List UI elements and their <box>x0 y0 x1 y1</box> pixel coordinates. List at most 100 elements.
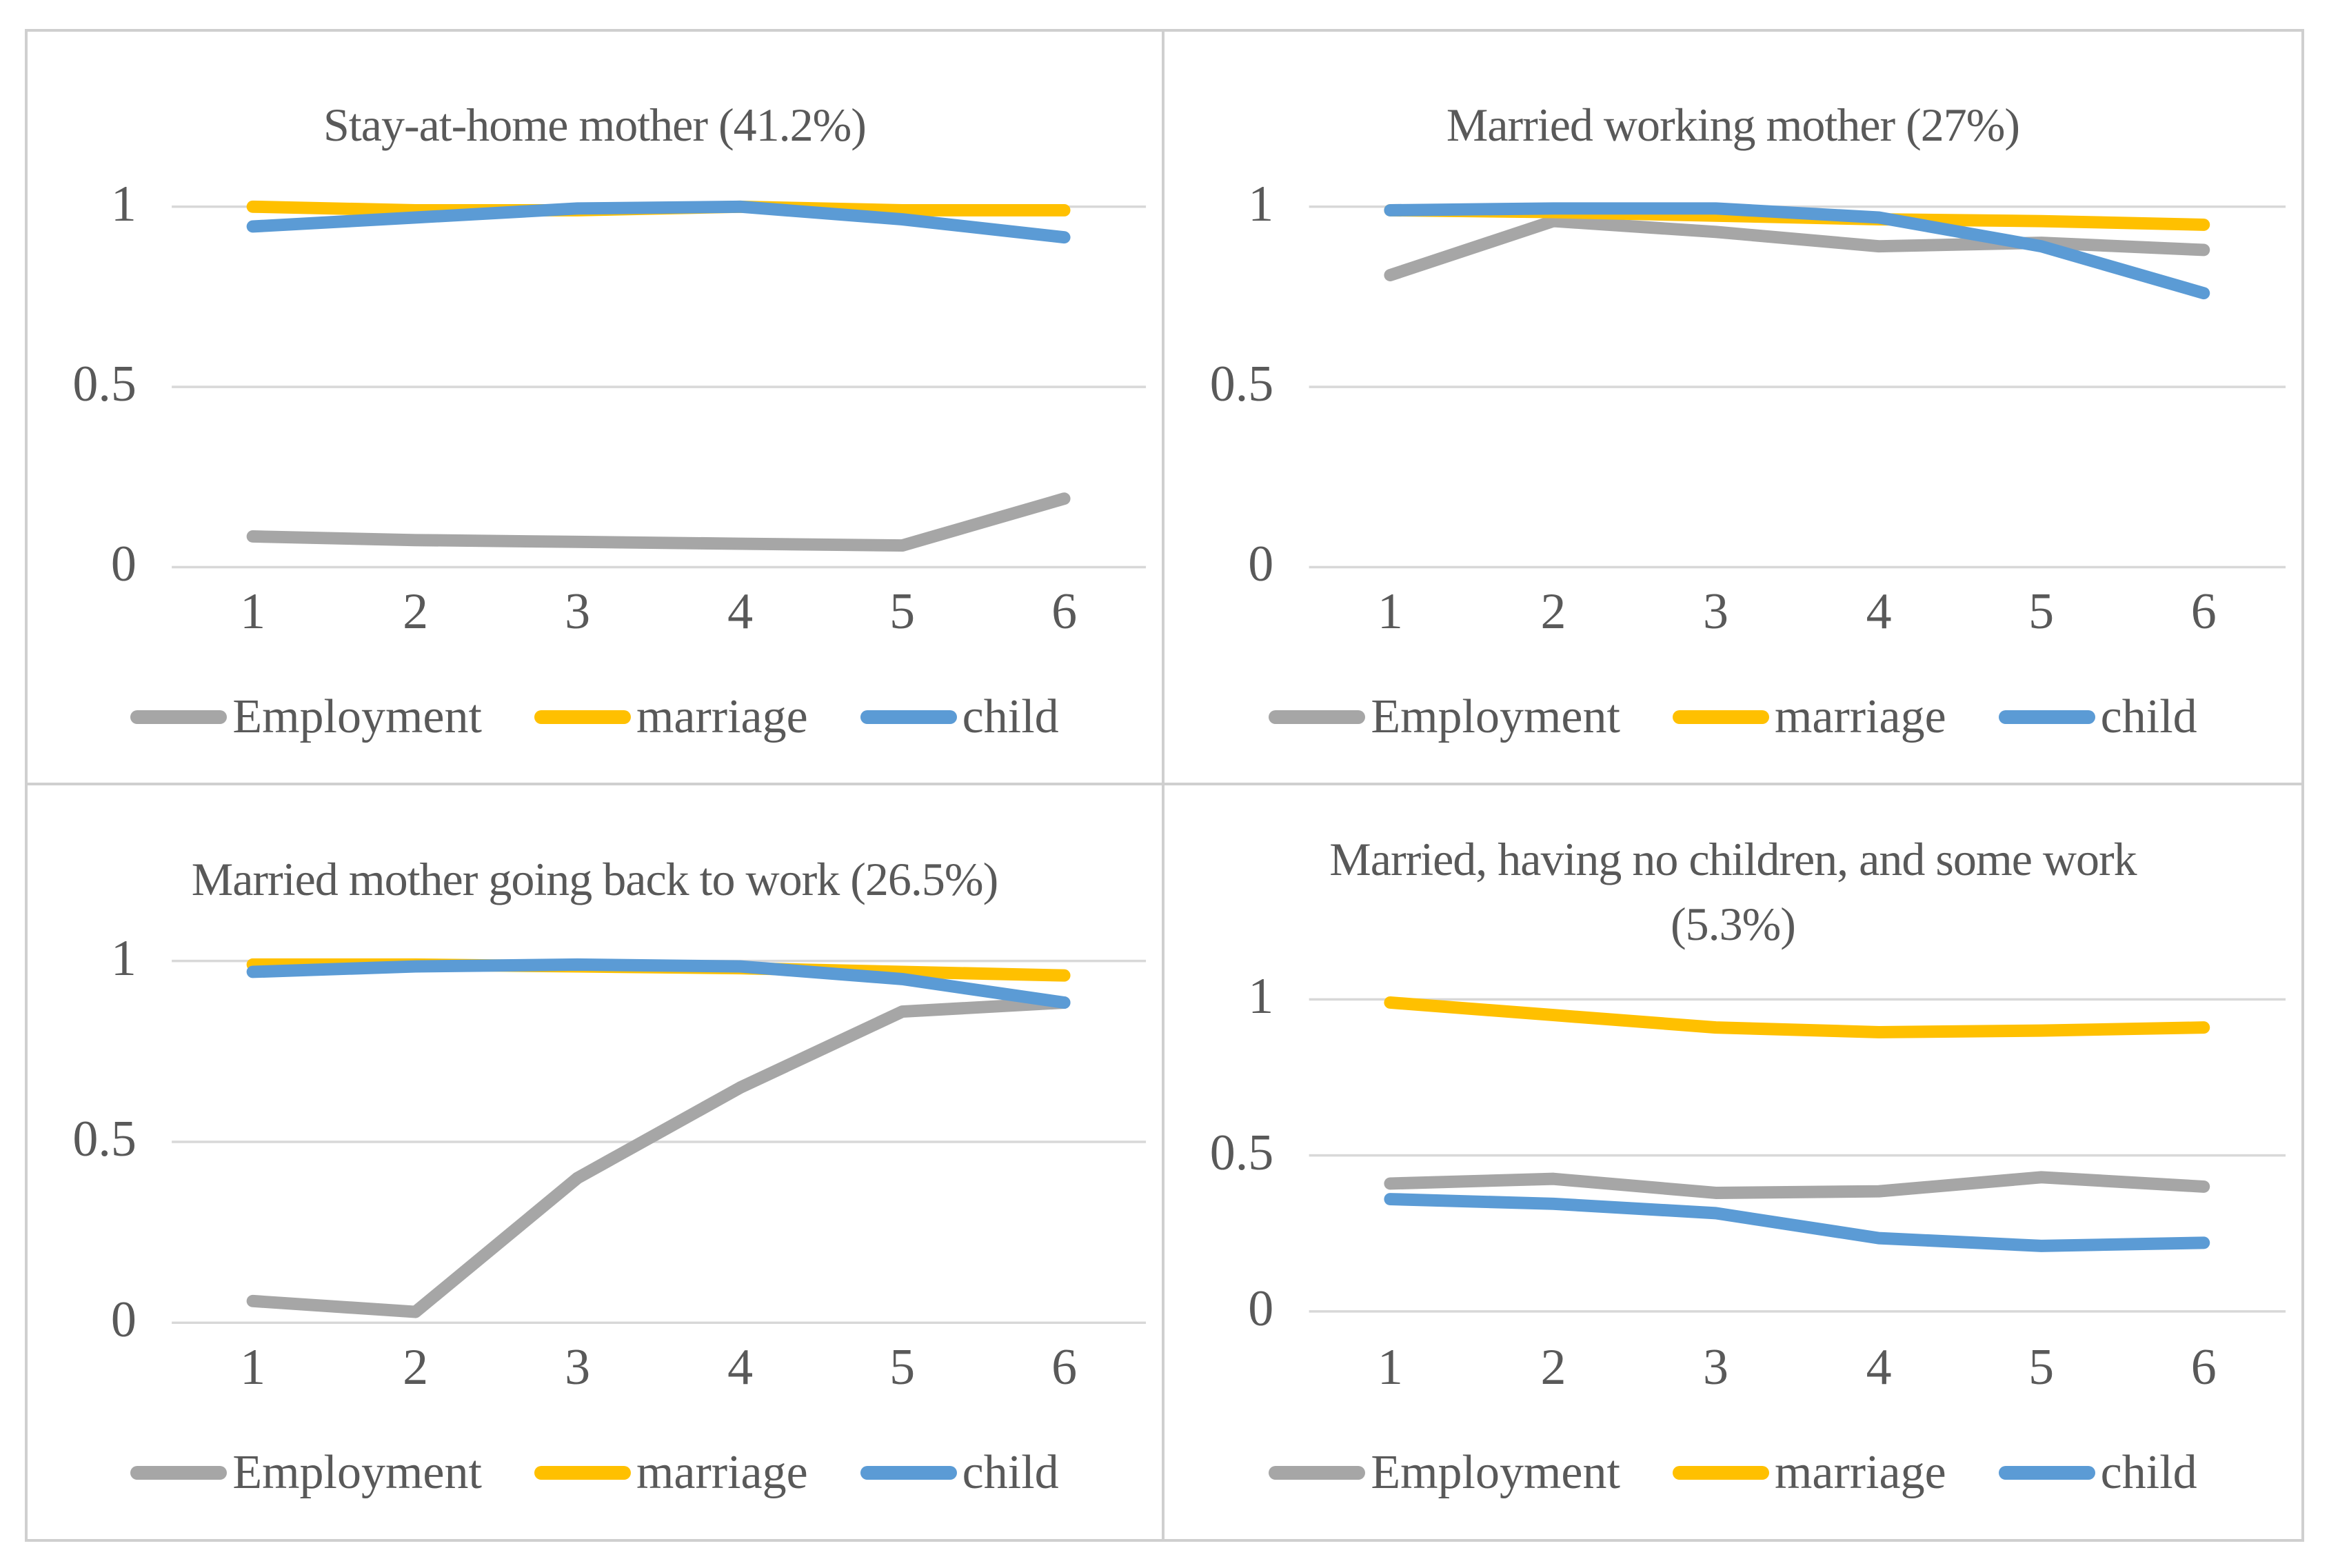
chart-legend: Employment marriage child <box>50 690 1139 745</box>
line-series-child <box>246 200 1071 244</box>
y-axis-tick-label: 0 <box>110 536 137 593</box>
marriage-legend-line-icon <box>1672 1466 1769 1480</box>
x-axis-tick-label: 4 <box>1866 583 1892 641</box>
line-series-child <box>1384 1193 2210 1252</box>
x-axis-tick-label: 1 <box>1377 1339 1403 1396</box>
legend-item-marriage: marriage <box>534 690 808 745</box>
chart-title-text: Married mother going back to work (26.5%… <box>191 852 998 905</box>
legend-label-marriage: marriage <box>1774 1446 1946 1500</box>
employment-legend-line-icon <box>130 710 228 724</box>
chart-title-text: Married, having no children, and some wo… <box>1329 833 2137 951</box>
panel-married-no-children-some-work: Married, having no children, and some wo… <box>1164 785 2301 1539</box>
y-axis-tick-label: 1 <box>1248 175 1274 232</box>
y-axis-tick-label: 0 <box>110 1291 137 1349</box>
chart-title: Married, having no children, and some wo… <box>1256 827 2210 957</box>
chart-title-text: Stay-at-home mother (41.2%) <box>323 99 867 152</box>
line-series-employment <box>1384 1171 2210 1199</box>
legend-item-child: child <box>1998 690 2197 745</box>
legend-label-child: child <box>962 690 1059 743</box>
chart-title-text: Married working mother (27%) <box>1446 99 2020 152</box>
x-axis-tick-label: 3 <box>565 583 591 641</box>
legend-label-child: child <box>2100 690 2197 743</box>
line-series-employment <box>246 996 1071 1318</box>
line-series-employment <box>246 492 1071 552</box>
plot-area <box>1309 996 2286 1313</box>
legend-label-employment: Employment <box>1371 690 1620 743</box>
x-axis-tick-label: 6 <box>1051 1339 1078 1396</box>
legend-label-employment: Employment <box>232 1446 482 1500</box>
legend-label-child: child <box>2100 1446 2197 1500</box>
panel-stay-at-home-mother: Stay-at-home mother (41.2%) 1 0.5 0 1 2 3 4 5 6 Em… <box>28 32 1164 785</box>
y-axis-tick-label: 0.5 <box>1209 1124 1274 1181</box>
y-axis-tick-label: 0.5 <box>72 356 137 413</box>
legend-item-employment: Employment <box>130 690 482 745</box>
child-legend-line-icon <box>1998 1466 2095 1480</box>
employment-legend-line-icon <box>1269 710 1366 724</box>
x-axis-tick-label: 3 <box>1703 1339 1729 1396</box>
x-axis-tick-label: 3 <box>1703 583 1729 641</box>
y-axis-tick-label: 0 <box>1248 1280 1274 1338</box>
figure-frame: Stay-at-home mother (41.2%) 1 0.5 0 1 2 3 4 5 6 Em… <box>25 29 2304 1542</box>
chart-legend: Employment marriage child <box>50 1445 1139 1500</box>
x-axis-tick-label: 6 <box>2190 1339 2217 1396</box>
legend-label-employment: Employment <box>232 690 482 743</box>
legend-label-marriage: marriage <box>636 1446 808 1500</box>
child-legend-line-icon <box>1998 710 2095 724</box>
y-axis-tick-label: 1 <box>110 929 137 987</box>
legend-label-employment: Employment <box>1371 1446 1620 1500</box>
chart-title: Married mother going back to work (26.5%… <box>119 847 1071 912</box>
y-axis-tick-label: 1 <box>1248 968 1274 1025</box>
y-axis-tick-label: 1 <box>110 175 137 232</box>
legend-item-marriage: marriage <box>1672 690 1946 745</box>
x-axis-tick-label: 3 <box>565 1339 591 1396</box>
x-axis-tick-label: 4 <box>727 1339 754 1396</box>
chart-legend: Employment marriage child <box>1187 690 2279 745</box>
x-axis-tick-label: 2 <box>1540 583 1566 641</box>
x-axis-tick-label: 1 <box>240 583 266 641</box>
x-axis-tick-label: 5 <box>2028 583 2055 641</box>
x-axis-tick-label: 2 <box>1540 1339 1566 1396</box>
x-axis-tick-label: 4 <box>727 583 754 641</box>
legend-item-child: child <box>860 690 1059 745</box>
plot-area <box>172 200 1147 569</box>
line-series-employment <box>1384 214 2210 281</box>
legend-item-marriage: marriage <box>1672 1445 1946 1500</box>
line-series-child <box>1384 202 2210 300</box>
legend-item-marriage: marriage <box>534 1445 808 1500</box>
employment-legend-line-icon <box>1269 1466 1366 1480</box>
marriage-legend-line-icon <box>534 710 631 724</box>
legend-item-employment: Employment <box>1269 690 1620 745</box>
chart-legend: Employment marriage child <box>1187 1445 2279 1500</box>
legend-item-employment: Employment <box>1269 1445 1620 1500</box>
legend-label-marriage: marriage <box>636 690 808 743</box>
x-axis-tick-label: 5 <box>2028 1339 2055 1396</box>
x-axis-tick-label: 2 <box>403 1339 429 1396</box>
employment-legend-line-icon <box>130 1466 228 1480</box>
x-axis-tick-label: 5 <box>889 1339 916 1396</box>
child-legend-line-icon <box>860 1466 957 1480</box>
chart-title: Married working mother (27%) <box>1256 93 2210 158</box>
y-axis-tick-label: 0 <box>1248 536 1274 593</box>
plot-area <box>172 958 1147 1325</box>
panel-married-mother-back-to-work: Married mother going back to work (26.5%… <box>28 785 1164 1539</box>
y-axis-tick-label: 0.5 <box>72 1111 137 1168</box>
legend-item-employment: Employment <box>130 1445 482 1500</box>
x-axis-tick-label: 1 <box>1377 583 1403 641</box>
legend-item-child: child <box>1998 1445 2197 1500</box>
plot-area <box>1309 202 2286 569</box>
line-series-child <box>246 958 1071 1009</box>
child-legend-line-icon <box>860 710 957 724</box>
x-axis-tick-label: 5 <box>889 583 916 641</box>
line-series-marriage <box>1384 996 2210 1038</box>
x-axis-tick-label: 6 <box>2190 583 2217 641</box>
marriage-legend-line-icon <box>1672 710 1769 724</box>
x-axis-tick-label: 2 <box>403 583 429 641</box>
x-axis-tick-label: 4 <box>1866 1339 1892 1396</box>
panel-married-working-mother: Married working mother (27%) 1 0.5 0 1 2 3 4 5 6 E… <box>1164 32 2301 785</box>
marriage-legend-line-icon <box>534 1466 631 1480</box>
y-axis-tick-label: 0.5 <box>1209 356 1274 413</box>
legend-item-child: child <box>860 1445 1059 1500</box>
legend-label-child: child <box>962 1446 1059 1500</box>
x-axis-tick-label: 1 <box>240 1339 266 1396</box>
